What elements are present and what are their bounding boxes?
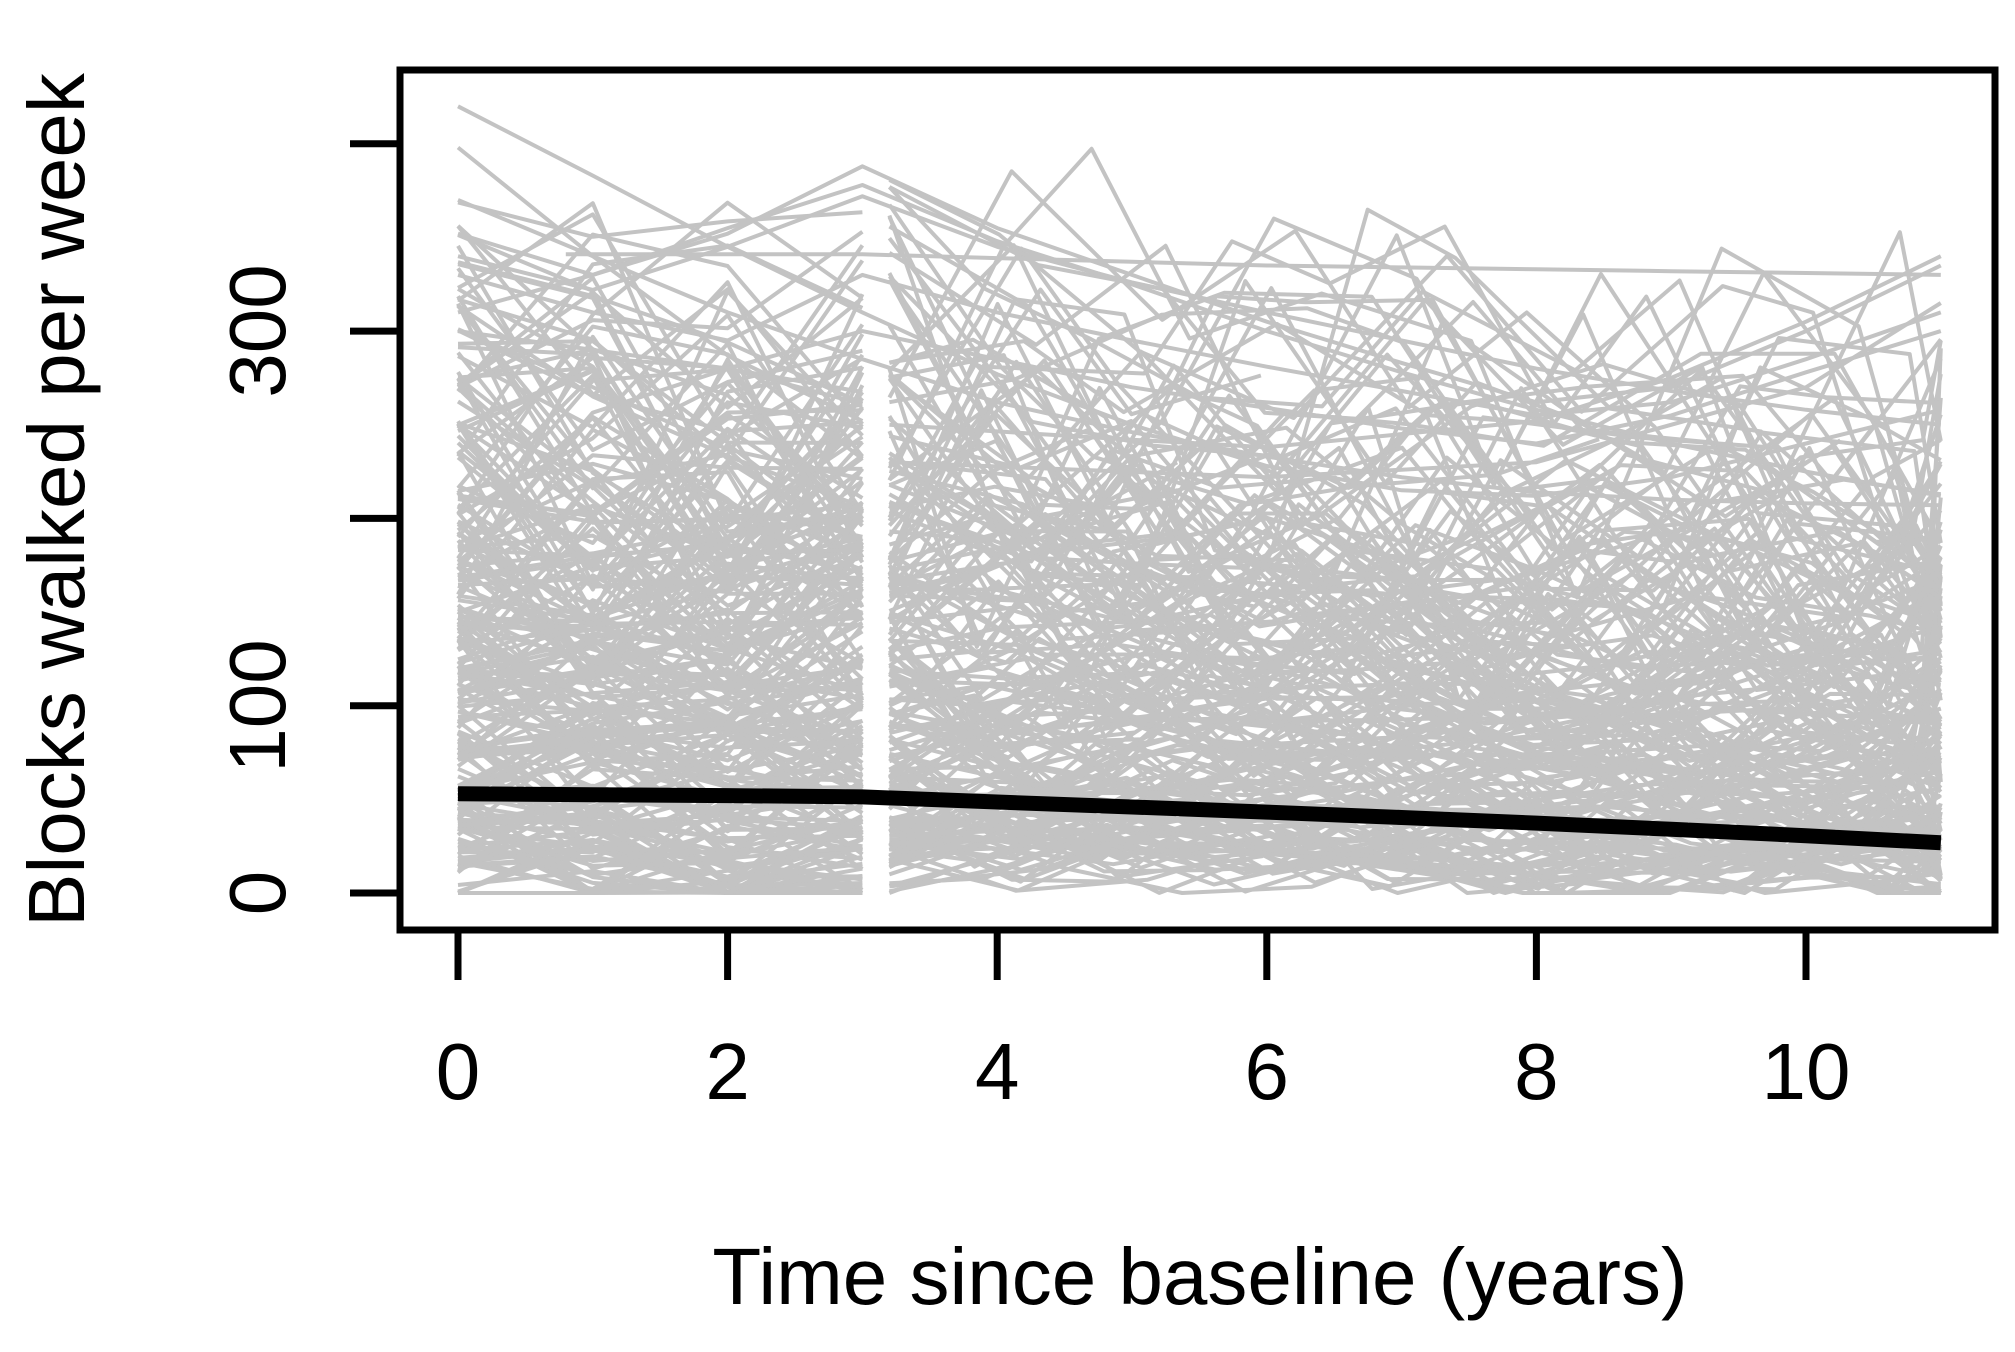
subject-line (457, 671, 864, 787)
subject-line (888, 528, 1942, 684)
subject-line (887, 146, 1943, 621)
x-tick-label: 4 (974, 1027, 1020, 1116)
subject-line (457, 619, 863, 665)
subject-line (456, 594, 864, 774)
subject-line (889, 677, 1941, 838)
plot-box (396, 66, 1999, 934)
subject-line (457, 774, 863, 832)
subject-line (456, 543, 864, 721)
subject-line (457, 551, 864, 772)
subject-line (456, 289, 864, 592)
subject-line (457, 709, 864, 779)
subject-line (456, 324, 864, 490)
subject-line (457, 700, 864, 798)
subject-line (887, 272, 1943, 556)
subject-line (888, 460, 1179, 545)
subject-line (456, 293, 865, 586)
subject-line (888, 468, 1943, 764)
subject-line (456, 506, 863, 686)
subject-line (456, 224, 863, 434)
subject-line (888, 836, 1942, 895)
y-tick-label: 300 (213, 264, 302, 398)
subject-line (457, 827, 863, 895)
subject-line (887, 207, 1943, 565)
subject-line-outlier (565, 252, 1941, 277)
x-tick-label: 0 (435, 1027, 481, 1116)
subject-line-outlier (889, 301, 1942, 480)
subject-line (457, 442, 864, 633)
subject-line (457, 846, 863, 890)
x-tick-label: 8 (1514, 1027, 1559, 1116)
subject-line (887, 233, 1943, 620)
subject-line (456, 357, 865, 616)
subject-line (887, 214, 1943, 639)
subject-line (888, 425, 1943, 669)
subject-line (887, 571, 1942, 761)
subject-line (457, 233, 864, 559)
subject-line (889, 515, 1943, 703)
subject-line (888, 639, 1943, 772)
subject-line (456, 351, 864, 525)
subject-line-outlier (457, 272, 1942, 418)
subject-line (887, 224, 1943, 531)
subject-line (888, 504, 1943, 711)
x-tick-label: 6 (1244, 1027, 1290, 1116)
subject-line (889, 752, 1942, 862)
subject-line (887, 302, 1943, 639)
subject-line (888, 592, 1943, 743)
subject-line (887, 492, 1942, 661)
subject-line (887, 278, 1942, 628)
subject-line (457, 817, 864, 895)
subject-line (888, 750, 1942, 862)
subject-line (456, 561, 863, 754)
subject-line (888, 621, 1941, 758)
y-axis-title: Blocks walked per week (12, 73, 101, 927)
subject-line (456, 244, 863, 555)
data-lines-group (456, 104, 1943, 895)
y-tick-label: 100 (213, 638, 302, 773)
subject-line (456, 517, 864, 697)
subject-line (457, 200, 863, 239)
subject-line (456, 453, 863, 564)
mean-line (457, 786, 1942, 851)
subject-line (458, 801, 864, 895)
subject-line (457, 576, 863, 688)
subject-line (888, 337, 1942, 635)
subject-line (888, 376, 1942, 701)
subject-line (457, 738, 863, 828)
subject-line (456, 702, 864, 842)
subject-line (456, 623, 864, 766)
subject-line (457, 747, 863, 783)
subject-line-outlier (889, 254, 1942, 450)
subject-line (457, 421, 863, 671)
subject-line (889, 707, 1866, 828)
x-tick-label: 10 (1761, 1027, 1851, 1116)
x-axis-title: Time since baseline (years) (712, 1232, 1688, 1321)
subject-line (888, 814, 1942, 895)
subject-line (457, 260, 864, 406)
subject-line (457, 517, 864, 615)
subject-line (456, 479, 864, 589)
subject-line (888, 636, 1942, 809)
subject-line (456, 420, 864, 631)
subject-line (457, 280, 865, 559)
subject-line (456, 638, 864, 820)
y-tick-label: 0 (213, 870, 302, 916)
x-tick-label: 2 (705, 1027, 750, 1116)
subject-line (457, 506, 864, 609)
subject-line (889, 691, 1942, 811)
subject-line-outlier (456, 145, 864, 423)
subject-line (887, 274, 1943, 624)
subject-line (457, 616, 864, 736)
subject-line (456, 200, 864, 515)
subject-line-outlier (457, 329, 1942, 446)
subject-line (888, 708, 1942, 820)
subject-line (457, 368, 864, 593)
subject-line-outlier (457, 183, 1942, 498)
subject-line-outlier (457, 194, 1942, 427)
subject-line (888, 645, 1941, 788)
subject-line (889, 529, 1943, 763)
